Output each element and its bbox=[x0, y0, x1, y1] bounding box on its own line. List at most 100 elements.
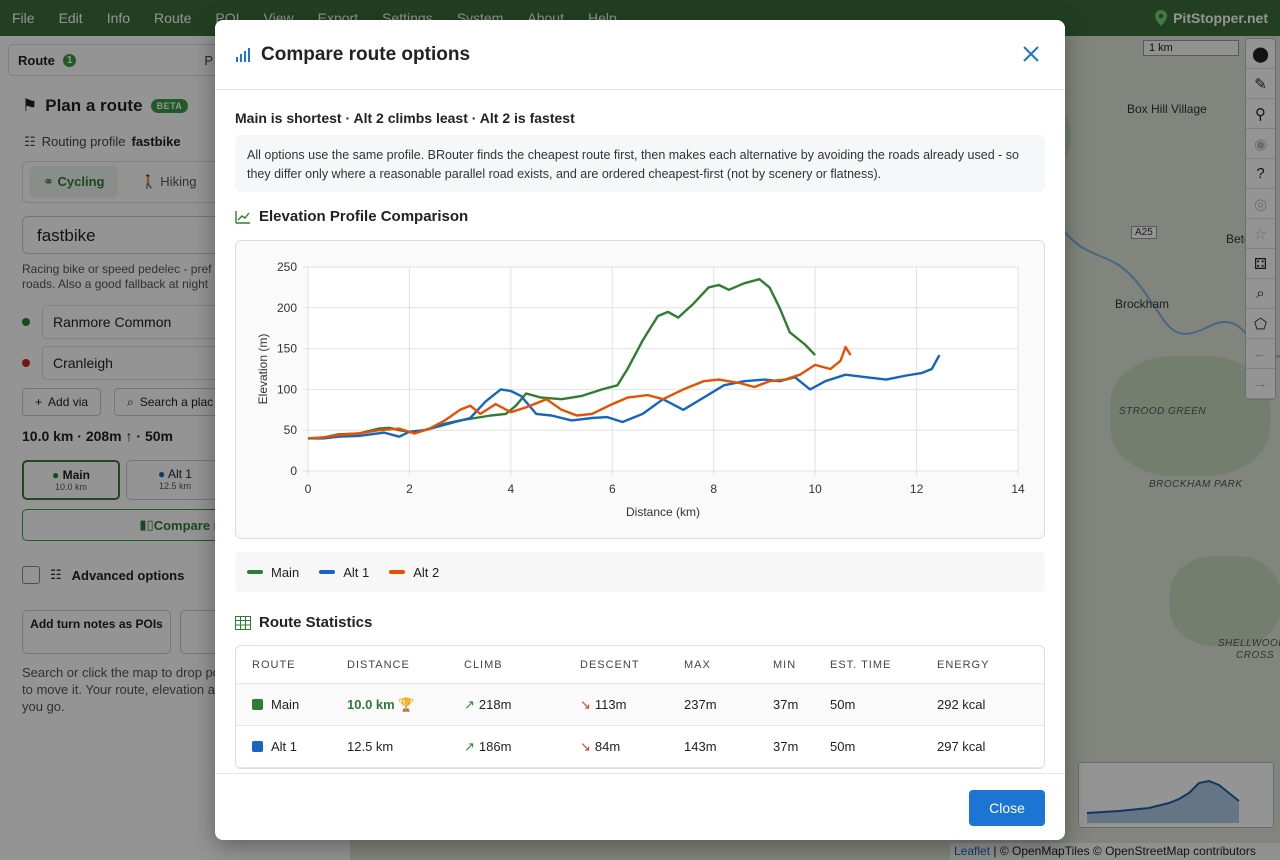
signpost-icon: ⚑ bbox=[22, 96, 38, 115]
cell-time: 50m bbox=[830, 697, 856, 712]
sliders-icon: ☷ bbox=[24, 134, 36, 149]
map-park-area bbox=[1110, 356, 1270, 476]
x-tick-label: 14 bbox=[1011, 482, 1025, 496]
help-line: to move it. Your route, elevation ar bbox=[22, 682, 220, 697]
tab-route[interactable]: Route bbox=[18, 52, 55, 68]
modal-body[interactable]: Main is shortest · Alt 2 climbs least · … bbox=[215, 90, 1065, 773]
add-via-label: Add via bbox=[48, 395, 89, 409]
hiker-icon: 🚶 bbox=[140, 174, 161, 189]
x-tick-label: 4 bbox=[508, 482, 515, 496]
elevation-chart-svg: 0 2 4 6 8 10 12 14 0 50 100 150 200 250 Distance (km) E… bbox=[256, 260, 1025, 519]
col-header: ROUTE bbox=[252, 658, 296, 671]
mode-cycling-label: Cycling bbox=[57, 174, 105, 189]
close-icon[interactable] bbox=[1019, 42, 1043, 66]
eye-icon[interactable]: ◎ bbox=[1246, 189, 1275, 219]
alt-card-distance: 12.5 km bbox=[158, 481, 191, 491]
alt-card-main[interactable]: ● Main 10.0 km bbox=[22, 460, 120, 500]
table-row[interactable]: Alt 1 12.5 km ↗ 186m ↘ 84m 143m 37m 50m 29… bbox=[236, 726, 1044, 768]
minimap-profile bbox=[1086, 779, 1240, 823]
y-tick-label: 250 bbox=[277, 260, 297, 274]
back-icon[interactable]: ← bbox=[1246, 339, 1275, 369]
tab-next[interactable]: P bbox=[204, 52, 213, 68]
map-label: Box Hill Village bbox=[1127, 102, 1207, 116]
add-via-button[interactable]: + Add via bbox=[22, 388, 102, 416]
cell-route: Alt 1 bbox=[236, 739, 331, 754]
alt-card-name: Alt 1 bbox=[167, 467, 192, 481]
panel-title-text: Plan a route bbox=[45, 96, 143, 115]
menu-file[interactable]: File bbox=[12, 10, 35, 26]
cell-time: 50m bbox=[830, 739, 856, 754]
mode-cycling[interactable]: ⚭ Cycling bbox=[29, 166, 119, 198]
y-tick-label: 50 bbox=[284, 423, 298, 437]
polygon-icon[interactable]: ⬠ bbox=[1246, 309, 1275, 339]
map-label: Betc bbox=[1226, 232, 1251, 246]
menu-route[interactable]: Route bbox=[154, 10, 192, 26]
menu-info[interactable]: Info bbox=[106, 10, 131, 26]
dice-icon[interactable]: ⚃ bbox=[1246, 249, 1275, 279]
help-line: Search or click the map to drop po bbox=[22, 665, 220, 680]
table-row[interactable]: Main 10.0 km 🏆 ↗ 218m ↘ 113m 237m 37m 50m … bbox=[236, 684, 1044, 726]
map-pin-icon bbox=[1155, 10, 1168, 26]
cell-climb: ↗ 186m bbox=[448, 739, 564, 755]
map-label: CROSS bbox=[1236, 650, 1275, 661]
legend-item-alt2[interactable]: Alt 2 bbox=[389, 565, 439, 580]
elevation-section-header: Elevation Profile Comparison bbox=[235, 208, 1045, 225]
line-chart-icon bbox=[235, 210, 250, 224]
cell-climb: ↗ 218m bbox=[448, 697, 564, 713]
brand[interactable]: PitStopper.net bbox=[1155, 0, 1268, 36]
map-label: SHELLWOOD bbox=[1218, 638, 1280, 649]
comparison-note: All options use the same profile. BRoute… bbox=[235, 135, 1045, 192]
close-button[interactable]: Close bbox=[969, 790, 1045, 826]
leaflet-link[interactable]: Leaflet bbox=[954, 844, 991, 858]
legend-swatch bbox=[319, 570, 336, 574]
elevation-chart[interactable]: 0 2 4 6 8 10 12 14 0 50 100 150 200 250 Distance (km) E… bbox=[235, 240, 1045, 539]
legend-label: Main bbox=[271, 564, 300, 580]
chart-legend: Main Alt 1 Alt 2 bbox=[235, 552, 1045, 592]
stats-section-header: Route Statistics bbox=[235, 614, 1045, 631]
y-tick-label: 150 bbox=[277, 342, 297, 356]
advanced-checkbox[interactable] bbox=[22, 566, 40, 584]
x-tick-label: 0 bbox=[305, 482, 312, 496]
search-icon[interactable]: ⌕ bbox=[1246, 279, 1275, 309]
y-axis-label: Elevation (m) bbox=[256, 334, 270, 405]
marker-icon[interactable]: ⬤ bbox=[1246, 39, 1275, 69]
cell-descent: ↘ 84m bbox=[564, 739, 668, 755]
descent-value: 84m bbox=[594, 738, 621, 754]
beta-badge: BETA bbox=[150, 99, 189, 113]
edit-icon[interactable]: ✎ bbox=[1246, 69, 1275, 99]
pin-icon[interactable]: ⚲ bbox=[1246, 99, 1275, 129]
alt-card-name: Main bbox=[62, 468, 90, 482]
profile-description-line: roads. Also a good fallback at night bbox=[22, 277, 209, 291]
x-tick-label: 12 bbox=[910, 482, 924, 496]
broadcast-icon[interactable]: ◉ bbox=[1246, 129, 1275, 159]
forward-icon[interactable]: → bbox=[1246, 369, 1275, 399]
turn-notes-button[interactable]: Add turn notes as POIs bbox=[22, 610, 171, 654]
comparison-summary: Main is shortest · Alt 2 climbs least · … bbox=[235, 110, 575, 126]
legend-item-alt1[interactable]: Alt 1 bbox=[319, 565, 369, 580]
sliders-icon: ☷ bbox=[50, 567, 62, 582]
legend-item-main[interactable]: Main bbox=[247, 565, 299, 580]
map-scale: 1 km bbox=[1143, 40, 1239, 56]
cell-distance: 10.0 km 🏆 bbox=[331, 697, 448, 713]
star-icon[interactable]: ☆ bbox=[1246, 219, 1275, 249]
mode-hiking[interactable]: 🚶 Hiking bbox=[126, 166, 210, 198]
compare-routes-button[interactable]: ▮▯ Compare rou bbox=[22, 509, 352, 541]
menu-edit[interactable]: Edit bbox=[58, 10, 83, 26]
routing-profile-value: fastbike bbox=[131, 134, 181, 149]
chart-icon: ▮▯ bbox=[139, 517, 154, 532]
cell-min: 37m bbox=[773, 697, 799, 712]
climb-value: 218m bbox=[478, 696, 512, 712]
map-attribution: Leaflet | © OpenMapTiles © OpenStreetMap… bbox=[950, 843, 1280, 860]
table-header: ROUTE DISTANCE CLIMB DESCENT MAX MIN EST… bbox=[236, 646, 1044, 684]
minimap-elevation[interactable] bbox=[1078, 762, 1274, 828]
help-text: Search or click the map to drop po to mo… bbox=[22, 664, 352, 715]
cell-descent: ↘ 113m bbox=[564, 697, 668, 713]
route-name: Alt 1 bbox=[271, 739, 298, 754]
help-icon[interactable]: ? bbox=[1246, 159, 1275, 189]
col-header: MAX bbox=[684, 658, 711, 671]
advanced-options[interactable]: ☷ Advanced options bbox=[22, 566, 184, 584]
help-line: you go. bbox=[22, 699, 65, 714]
cell-energy: 297 kcal bbox=[937, 739, 986, 754]
routing-profile: ☷ Routing profile fastbike bbox=[24, 134, 181, 150]
col-header: MIN bbox=[773, 658, 797, 671]
